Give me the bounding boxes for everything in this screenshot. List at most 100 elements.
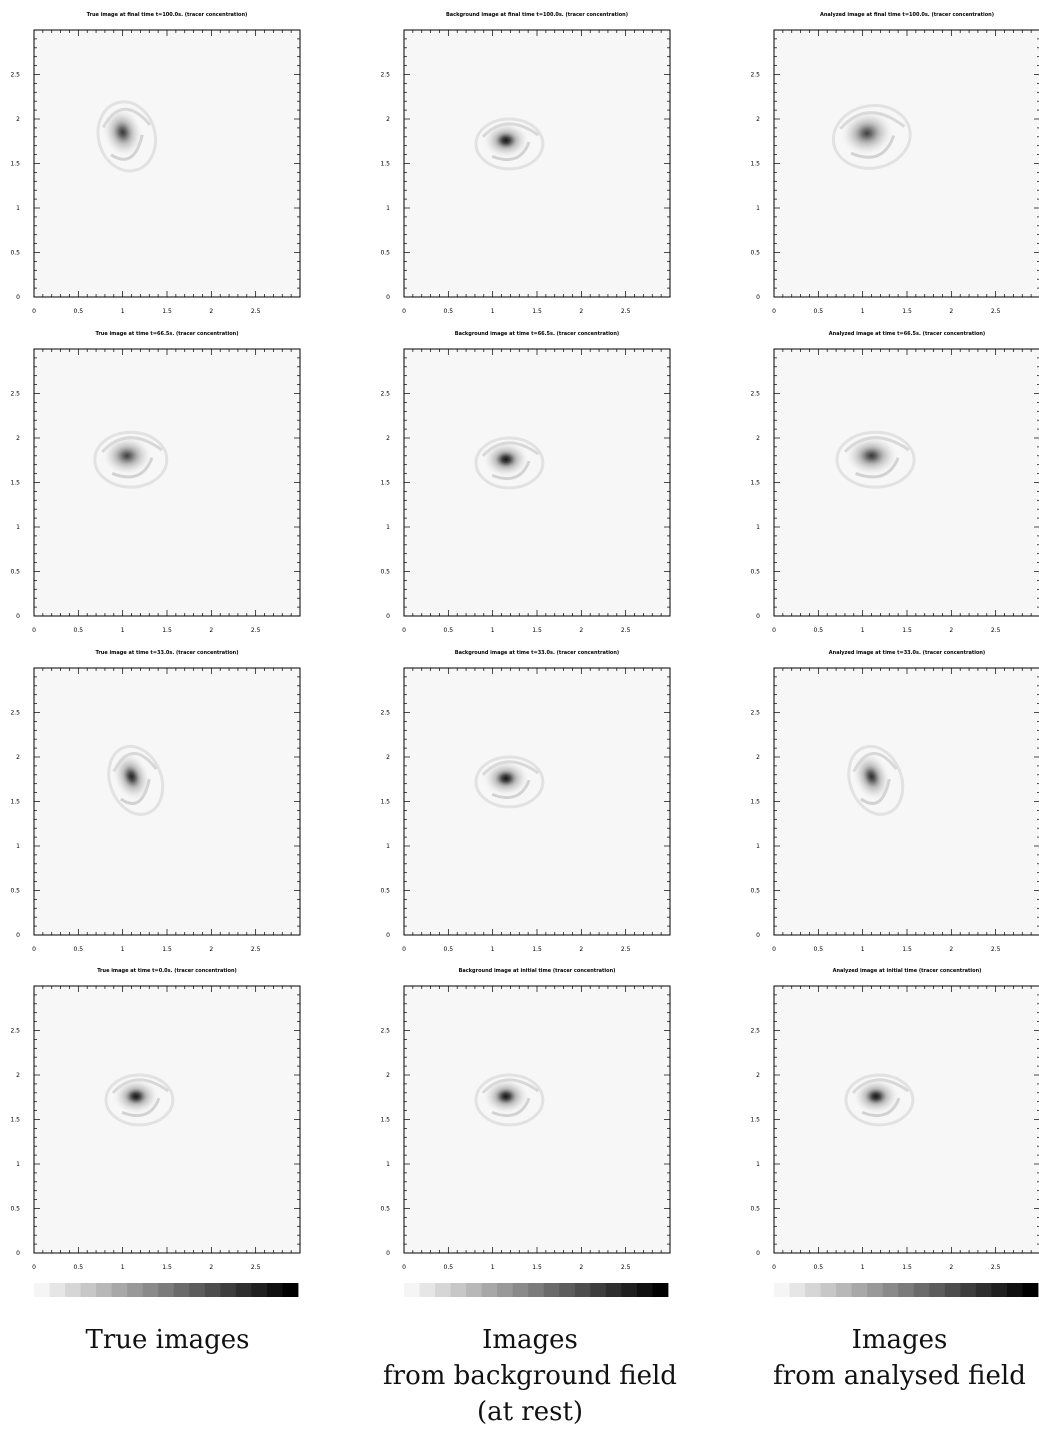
caption-line: Images — [851, 1325, 948, 1355]
x-tick-label: 2 — [579, 946, 583, 953]
tracer-halo — [107, 744, 165, 816]
colorbar-swatch — [158, 1283, 175, 1297]
y-tick-label: 2 — [386, 116, 390, 123]
x-tick-label: 1 — [121, 946, 125, 953]
colorbar-swatch — [435, 1283, 451, 1297]
panel-title: Background image at time t=33.0s. (trace… — [455, 650, 619, 656]
y-tick-label: 1.5 — [10, 480, 20, 487]
tracer-blob — [482, 1078, 530, 1115]
panel-title: Analyzed image at time t=33.0s. (tracer … — [829, 650, 985, 656]
colorbar-swatch — [204, 1283, 221, 1297]
caption-line: from background field — [383, 1361, 677, 1391]
x-tick-label: 1.5 — [902, 946, 912, 953]
y-tick-label: 0.5 — [750, 888, 760, 895]
x-tick-label: 2.5 — [251, 308, 261, 315]
y-tick-label: 2 — [756, 435, 760, 442]
panel-title: Analyzed image at time t=66.5s. (tracer … — [829, 331, 985, 337]
panel-background — [774, 30, 1039, 297]
x-tick-label: 0.5 — [814, 627, 824, 634]
x-tick-label: 1 — [121, 1264, 125, 1271]
caption-analysed-images: Images from analysed field — [760, 1322, 1039, 1394]
x-tick-label: 2.5 — [621, 627, 631, 634]
panel-background — [34, 30, 300, 297]
colorbar-swatch — [867, 1283, 884, 1297]
colorbar-swatch — [173, 1283, 190, 1297]
panel-title: Background image at time t=66.5s. (trace… — [455, 331, 619, 337]
colorbar-swatch — [1022, 1283, 1039, 1297]
panel-background — [774, 668, 1039, 935]
x-tick-label: 1.5 — [162, 627, 172, 634]
colorbar-swatch — [1006, 1283, 1023, 1297]
colorbar-swatch — [481, 1283, 498, 1297]
x-tick-label: 0.5 — [444, 946, 454, 953]
tracer-blob — [852, 752, 891, 801]
tracer-blob — [840, 110, 894, 156]
colorbar-swatch — [80, 1283, 97, 1297]
x-tick-label: 0 — [32, 308, 36, 315]
y-tick-label: 2.5 — [750, 1028, 760, 1035]
y-tick-label: 1.5 — [750, 1117, 760, 1124]
colorbar-swatch — [96, 1283, 113, 1297]
colorbar-swatch — [960, 1283, 977, 1297]
colorbar-swatch — [652, 1283, 669, 1297]
x-tick-label: 1 — [861, 627, 865, 634]
caption-line: True images — [85, 1325, 250, 1355]
caption-true-images: True images — [20, 1322, 315, 1358]
y-tick-label: 0.5 — [10, 1206, 20, 1213]
y-tick-label: 1 — [756, 1161, 760, 1168]
panel-title: True image at time t=66.5s. (tracer conc… — [95, 331, 238, 337]
x-tick-label: 0.5 — [74, 308, 84, 315]
x-tick-label: 2 — [209, 1264, 213, 1271]
colorbar-swatch — [789, 1283, 806, 1297]
panel-background — [774, 986, 1039, 1253]
panel-title: Background image at initial time (tracer… — [459, 968, 616, 974]
y-tick-label: 0.5 — [10, 569, 20, 576]
x-tick-label: 2 — [579, 308, 583, 315]
y-tick-label: 0 — [756, 613, 760, 620]
y-tick-label: 1 — [386, 205, 390, 212]
panel-r2c1: Background image at time t=33.0s. (trace… — [380, 650, 671, 953]
panel-r0c2: Analyzed image at final time t=100.0s. (… — [750, 12, 1039, 315]
x-tick-label: 0.5 — [814, 1264, 824, 1271]
x-tick-label: 0.5 — [814, 946, 824, 953]
x-tick-label: 2 — [209, 627, 213, 634]
panel-background — [404, 349, 670, 616]
y-tick-label: 1 — [386, 524, 390, 531]
y-tick-label: 2 — [756, 116, 760, 123]
x-tick-label: 2.5 — [251, 1264, 261, 1271]
colorbar-swatch — [944, 1283, 961, 1297]
colorbar-swatch — [528, 1283, 545, 1297]
y-tick-label: 1.5 — [750, 480, 760, 487]
tracer-halo — [474, 436, 545, 490]
tracer-halo — [474, 1073, 545, 1127]
y-tick-label: 2 — [386, 1072, 390, 1079]
y-tick-label: 2.5 — [10, 391, 20, 398]
colorbar-swatch — [605, 1283, 622, 1297]
x-tick-label: 2 — [949, 627, 953, 634]
colorbar-swatch — [65, 1283, 81, 1297]
y-tick-label: 2.5 — [10, 710, 20, 717]
colorbar-swatch — [543, 1283, 560, 1297]
x-tick-label: 2 — [209, 308, 213, 315]
panel-background — [774, 349, 1039, 616]
panel-r3c0: True image at time t=0.0s. (tracer conce… — [10, 968, 301, 1271]
y-tick-label: 0 — [16, 1250, 20, 1257]
x-tick-label: 0.5 — [74, 946, 84, 953]
x-tick-label: 0.5 — [74, 627, 84, 634]
x-tick-label: 1.5 — [532, 1264, 542, 1271]
tracer-halo — [474, 117, 545, 171]
y-tick-label: 1.5 — [10, 799, 20, 806]
y-tick-label: 1.5 — [380, 799, 390, 806]
colorbar-swatch — [220, 1283, 237, 1297]
y-tick-label: 2.5 — [750, 710, 760, 717]
tracer-blob — [852, 1078, 900, 1115]
panel-title: Background image at final time t=100.0s.… — [446, 12, 628, 18]
panel-r0c0: True image at final time t=100.0s. (trac… — [10, 12, 301, 315]
x-tick-label: 0 — [32, 627, 36, 634]
x-tick-label: 0 — [32, 946, 36, 953]
colorbar-swatch — [820, 1283, 837, 1297]
colorbar-swatch — [450, 1283, 467, 1297]
x-tick-label: 0 — [772, 946, 776, 953]
x-tick-label: 1 — [491, 308, 495, 315]
x-tick-label: 1 — [861, 1264, 865, 1271]
